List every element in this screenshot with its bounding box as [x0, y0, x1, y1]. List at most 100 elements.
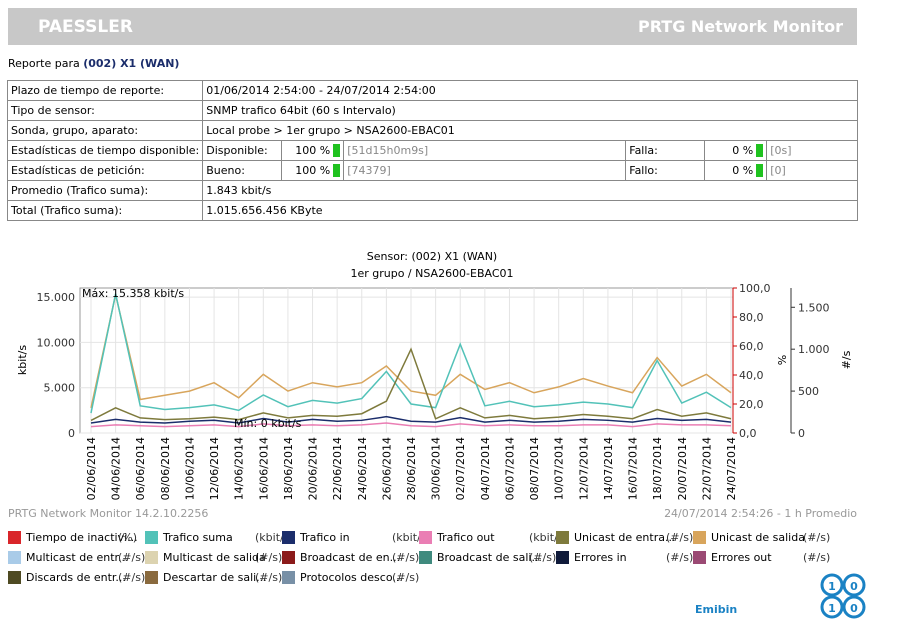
header: PAESSLER PRTG Network Monitor [8, 8, 857, 45]
table-row: Sonda, grupo, aparato: Local probe > 1er … [6, 120, 858, 141]
x-tick-label: 08/07/2014 [528, 437, 541, 500]
series-line [90, 415, 732, 424]
logo-digit: 0 [850, 602, 858, 615]
legend-swatch [145, 571, 158, 584]
table-cell: Disponible: [202, 140, 282, 161]
table-row: Plazo de tiempo de reporte: 01/06/2014 2:… [6, 80, 858, 101]
table-cell: 0 % [704, 160, 768, 181]
legend-swatch [419, 531, 432, 544]
status-bar [756, 164, 764, 178]
y2-tick-label: 100,0 [739, 282, 771, 295]
chart-title: Sensor: (002) X1 (WAN) [367, 250, 497, 263]
y-tick-label: 0 [68, 427, 75, 440]
x-tick-label: 12/07/2014 [577, 437, 590, 500]
table-cell: Estadísticas de tiempo disponible: [6, 140, 204, 161]
legend-unit: (#/s) [118, 571, 145, 584]
legend-swatch [693, 551, 706, 564]
x-tick-label: 02/07/2014 [454, 437, 467, 500]
logo-circle [820, 573, 844, 597]
x-tick-label: 16/07/2014 [627, 437, 640, 500]
chart-subtitle: 1er grupo / NSA2600-EBAC01 [350, 267, 513, 280]
x-tick-label: 10/07/2014 [553, 437, 566, 500]
table-cell: Fallo: [625, 160, 705, 181]
legend-swatch [282, 531, 295, 544]
table-row: Estadísticas de petición: Bueno: 100 % [743… [6, 160, 858, 181]
y3-tick-label: 500 [798, 385, 819, 398]
legend-name: Multicast de entr... [26, 551, 129, 564]
table-cell: [74379] [343, 160, 627, 181]
footer-left: PRTG Network Monitor 14.2.10.2256 [8, 507, 208, 520]
legend-name: Descartar de sali... [163, 571, 267, 584]
legend-name: Unicast de entra... [574, 531, 675, 544]
y2-tick-label: 20,0 [739, 398, 764, 411]
table-cell: 01/06/2014 2:54:00 - 24/07/2014 2:54:00 [202, 80, 858, 101]
y2-tick-label: 0,0 [739, 427, 757, 440]
legend-unit: (#/s) [392, 551, 419, 564]
legend-name: Protocolos desco... [300, 571, 403, 584]
legend-swatch [8, 551, 21, 564]
table-cell: 1.015.656.456 KByte [202, 200, 858, 221]
y-label: kbit/s [16, 345, 29, 375]
table-cell: Plazo de tiempo de reporte: [6, 80, 204, 101]
x-tick-label: 06/06/2014 [134, 437, 147, 500]
series-line [90, 422, 732, 428]
legend-unit: (#/s) [803, 551, 830, 564]
legend-name: Broadcast de sali... [437, 551, 542, 564]
y-tick-label: 15.000 [37, 291, 76, 304]
y-tick-label: 10.000 [37, 336, 76, 349]
x-tick-label: 30/06/2014 [430, 437, 443, 500]
x-tick-label: 18/06/2014 [282, 437, 295, 500]
report-table: Plazo de tiempo de reporte: 01/06/2014 2:… [6, 80, 858, 221]
y3-tick-label: 1.500 [798, 301, 830, 314]
series-line [90, 294, 732, 409]
status-bar [756, 144, 764, 158]
legend-swatch [282, 551, 295, 564]
x-tick-label: 28/06/2014 [405, 437, 418, 500]
legend-swatch [145, 531, 158, 544]
legend-name: Unicast de salida [711, 531, 805, 544]
y-tick-label: 5.000 [44, 382, 76, 395]
y2-tick-label: 60,0 [739, 340, 764, 353]
x-tick-label: 24/06/2014 [356, 437, 369, 500]
table-cell: Promedio (Trafico suma): [6, 180, 204, 201]
x-tick-label: 24/07/2014 [725, 437, 738, 500]
x-tick-label: 20/07/2014 [676, 437, 689, 500]
x-tick-label: 26/06/2014 [380, 437, 393, 500]
legend-swatch [8, 571, 21, 584]
product: PRTG Network Monitor [637, 17, 843, 36]
table-cell: 100 % [281, 160, 345, 181]
x-tick-label: 04/06/2014 [110, 437, 123, 500]
y3-label: #/s [840, 350, 853, 369]
footer-right: 24/07/2014 2:54:26 - 1 h Promedio [664, 507, 857, 520]
legend-name: Errores out [711, 551, 772, 564]
x-tick-label: 02/06/2014 [85, 437, 98, 500]
table-row: Total (Trafico suma): 1.015.656.456 KByte [6, 200, 858, 221]
x-tick-label: 22/06/2014 [331, 437, 344, 500]
table-cell: Local probe > 1er grupo > NSA2600-EBAC01 [202, 120, 858, 141]
logo-circle [820, 595, 844, 619]
status-bar [333, 144, 341, 158]
y3-tick-label: 1.000 [798, 343, 830, 356]
legend-unit: (#/s) [118, 551, 145, 564]
status-bar [333, 164, 341, 178]
legend-name: Trafico suma [162, 531, 233, 544]
legend-swatch [145, 551, 158, 564]
x-tick-label: 08/06/2014 [159, 437, 172, 500]
y2-label: % [776, 355, 789, 365]
y3-tick-label: 0 [798, 427, 805, 440]
legend-unit: (#/s) [255, 571, 282, 584]
legend-name: Broadcast de en... [300, 551, 400, 564]
x-tick-label: 22/07/2014 [700, 437, 713, 500]
table-cell: Falla: [625, 140, 705, 161]
legend-unit: (%) [118, 531, 137, 544]
x-tick-label: 18/07/2014 [651, 437, 664, 500]
x-tick-label: 10/06/2014 [183, 437, 196, 500]
y2-tick-label: 80,0 [739, 311, 764, 324]
legend-unit: (#/s) [666, 551, 693, 564]
legend-unit: (#/s) [392, 571, 419, 584]
x-tick-label: 14/06/2014 [233, 437, 246, 500]
legend-name: Discards de entr... [26, 571, 126, 584]
legend-name: Trafico out [436, 531, 495, 544]
